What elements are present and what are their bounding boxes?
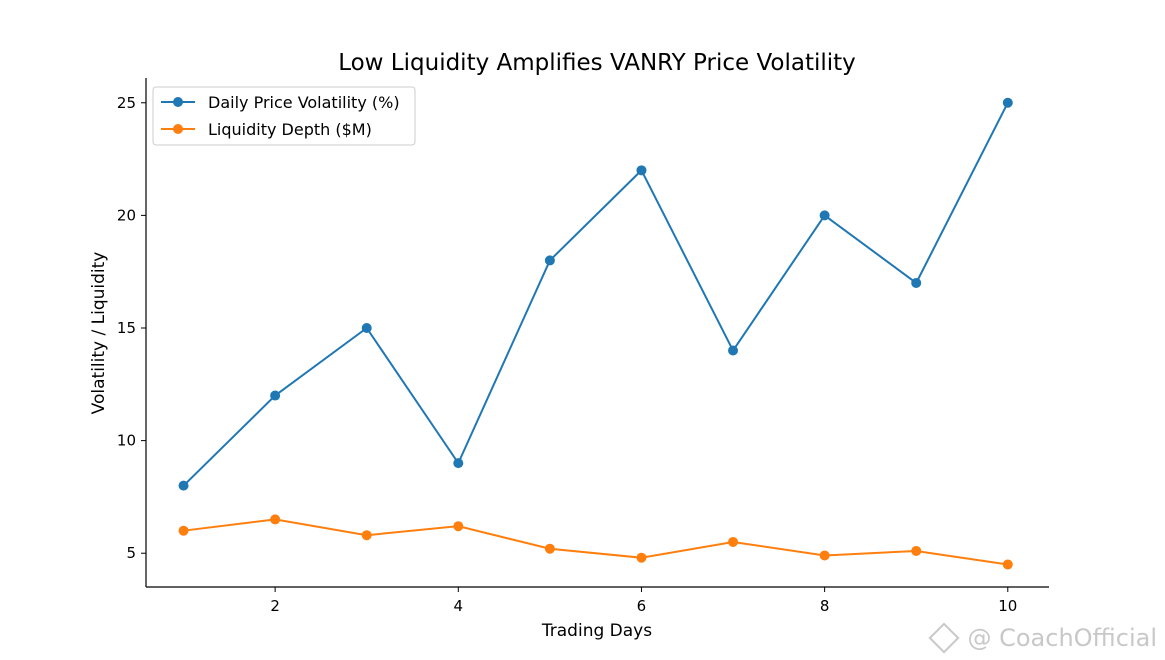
legend-label: Liquidity Depth ($M) bbox=[208, 120, 372, 139]
data-point bbox=[911, 545, 922, 556]
data-point bbox=[453, 521, 464, 532]
data-point bbox=[728, 345, 739, 356]
binance-diamond-icon bbox=[928, 622, 961, 654]
data-point bbox=[819, 550, 830, 561]
watermark: @ CoachOfficial bbox=[928, 622, 1157, 654]
series-line bbox=[182, 102, 1009, 487]
x-axis-label: Trading Days bbox=[541, 621, 652, 641]
x-tick-label: 4 bbox=[454, 597, 464, 615]
data-point bbox=[911, 277, 922, 288]
data-point bbox=[1002, 559, 1013, 570]
y-tick-label: 20 bbox=[117, 206, 136, 224]
legend-label: Daily Price Volatility (%) bbox=[208, 93, 400, 112]
chart-title: Low Liquidity Amplifies VANRY Price Vola… bbox=[338, 50, 856, 76]
x-tick-label: 10 bbox=[998, 597, 1017, 615]
data-point bbox=[453, 458, 464, 469]
watermark-text: @ CoachOfficial bbox=[967, 624, 1157, 652]
data-point bbox=[1002, 97, 1013, 108]
y-tick-label: 15 bbox=[117, 319, 136, 337]
data-point bbox=[361, 322, 372, 333]
y-tick-label: 5 bbox=[126, 544, 136, 562]
ticks: 2 4 6 8 10 5 10 15 20 25 bbox=[117, 94, 1017, 615]
data-point bbox=[728, 536, 739, 547]
x-tick-label: 6 bbox=[637, 597, 647, 615]
legend-box bbox=[152, 86, 416, 146]
data-point bbox=[270, 390, 281, 401]
axes bbox=[145, 78, 1049, 588]
data-point bbox=[178, 480, 189, 491]
legend-swatch-marker bbox=[173, 97, 183, 107]
data-point bbox=[361, 530, 372, 541]
legend-swatch-marker bbox=[173, 124, 183, 134]
series-layer bbox=[178, 97, 1013, 570]
x-tick-label: 2 bbox=[270, 597, 280, 615]
data-point bbox=[178, 525, 189, 536]
y-axis-label: Volatility / Liquidity bbox=[89, 252, 109, 415]
data-point bbox=[636, 165, 647, 176]
legend-item: Daily Price Volatility (%) bbox=[161, 93, 400, 112]
legend: Daily Price Volatility (%) Liquidity Dept… bbox=[152, 86, 416, 146]
series-line bbox=[183, 518, 1008, 566]
data-point bbox=[819, 210, 830, 221]
data-point bbox=[636, 552, 647, 563]
data-point bbox=[544, 543, 555, 554]
x-tick-label: 8 bbox=[820, 597, 830, 615]
series-1 bbox=[178, 97, 1013, 491]
series-2 bbox=[178, 514, 1013, 570]
legend-item: Liquidity Depth ($M) bbox=[161, 120, 372, 139]
y-tick-label: 10 bbox=[117, 432, 136, 450]
data-point bbox=[544, 255, 555, 266]
y-tick-label: 25 bbox=[117, 94, 136, 112]
data-point bbox=[270, 514, 281, 525]
